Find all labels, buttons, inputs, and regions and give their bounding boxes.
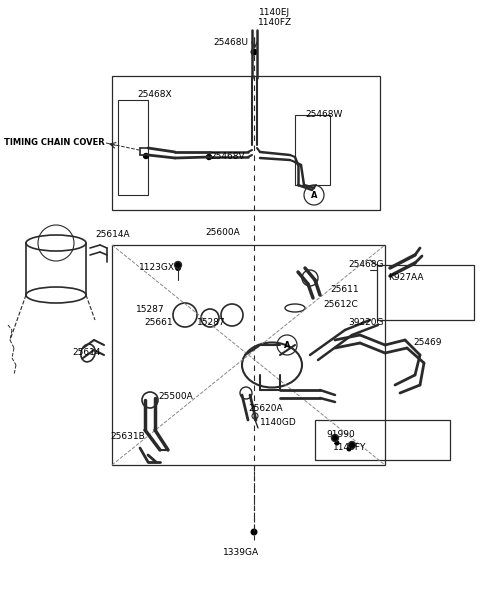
Text: 39220G: 39220G [348, 318, 384, 327]
Text: 25500A: 25500A [158, 392, 193, 401]
Text: A: A [311, 190, 317, 199]
Text: 1140FZ: 1140FZ [258, 18, 292, 27]
Text: 1140GD: 1140GD [260, 418, 297, 427]
Text: 25661: 25661 [144, 318, 173, 327]
Text: 1140FY: 1140FY [333, 443, 366, 452]
Bar [315, 420, 450, 460]
Circle shape [332, 434, 338, 441]
Text: 15287: 15287 [136, 305, 165, 314]
Text: 1339GA: 1339GA [223, 548, 259, 557]
Text: 1140EJ: 1140EJ [259, 8, 290, 17]
Text: 25468G: 25468G [348, 260, 384, 269]
Text: 25600A: 25600A [205, 228, 240, 237]
Bar [112, 245, 385, 465]
Circle shape [335, 440, 339, 446]
Text: 25611: 25611 [330, 285, 359, 294]
Bar [377, 265, 474, 320]
Text: 91990: 91990 [326, 430, 355, 439]
Text: 1123GX: 1123GX [139, 263, 175, 272]
Text: 15287: 15287 [197, 318, 226, 327]
Circle shape [348, 441, 356, 449]
Text: 25468X: 25468X [137, 90, 172, 99]
Text: 25468V: 25468V [210, 152, 245, 161]
Text: 25469: 25469 [413, 338, 442, 347]
Text: 25468U: 25468U [213, 38, 248, 47]
Text: 25620A: 25620A [248, 404, 283, 413]
Circle shape [144, 153, 148, 159]
Circle shape [347, 446, 351, 452]
Text: 25614: 25614 [72, 348, 100, 357]
Bar [295, 115, 330, 185]
Circle shape [206, 155, 212, 159]
Circle shape [175, 265, 181, 271]
Bar [118, 100, 148, 195]
Text: 25614A: 25614A [95, 230, 130, 239]
Bar [112, 76, 380, 210]
Circle shape [251, 528, 257, 536]
Circle shape [175, 262, 181, 268]
Text: 25612C: 25612C [323, 300, 358, 309]
Text: TIMING CHAIN COVER: TIMING CHAIN COVER [4, 138, 105, 147]
Circle shape [251, 49, 257, 56]
Text: A: A [284, 340, 290, 349]
Text: K927AA: K927AA [388, 273, 423, 282]
Text: 25631B: 25631B [110, 432, 145, 441]
Text: 25468W: 25468W [305, 110, 342, 119]
